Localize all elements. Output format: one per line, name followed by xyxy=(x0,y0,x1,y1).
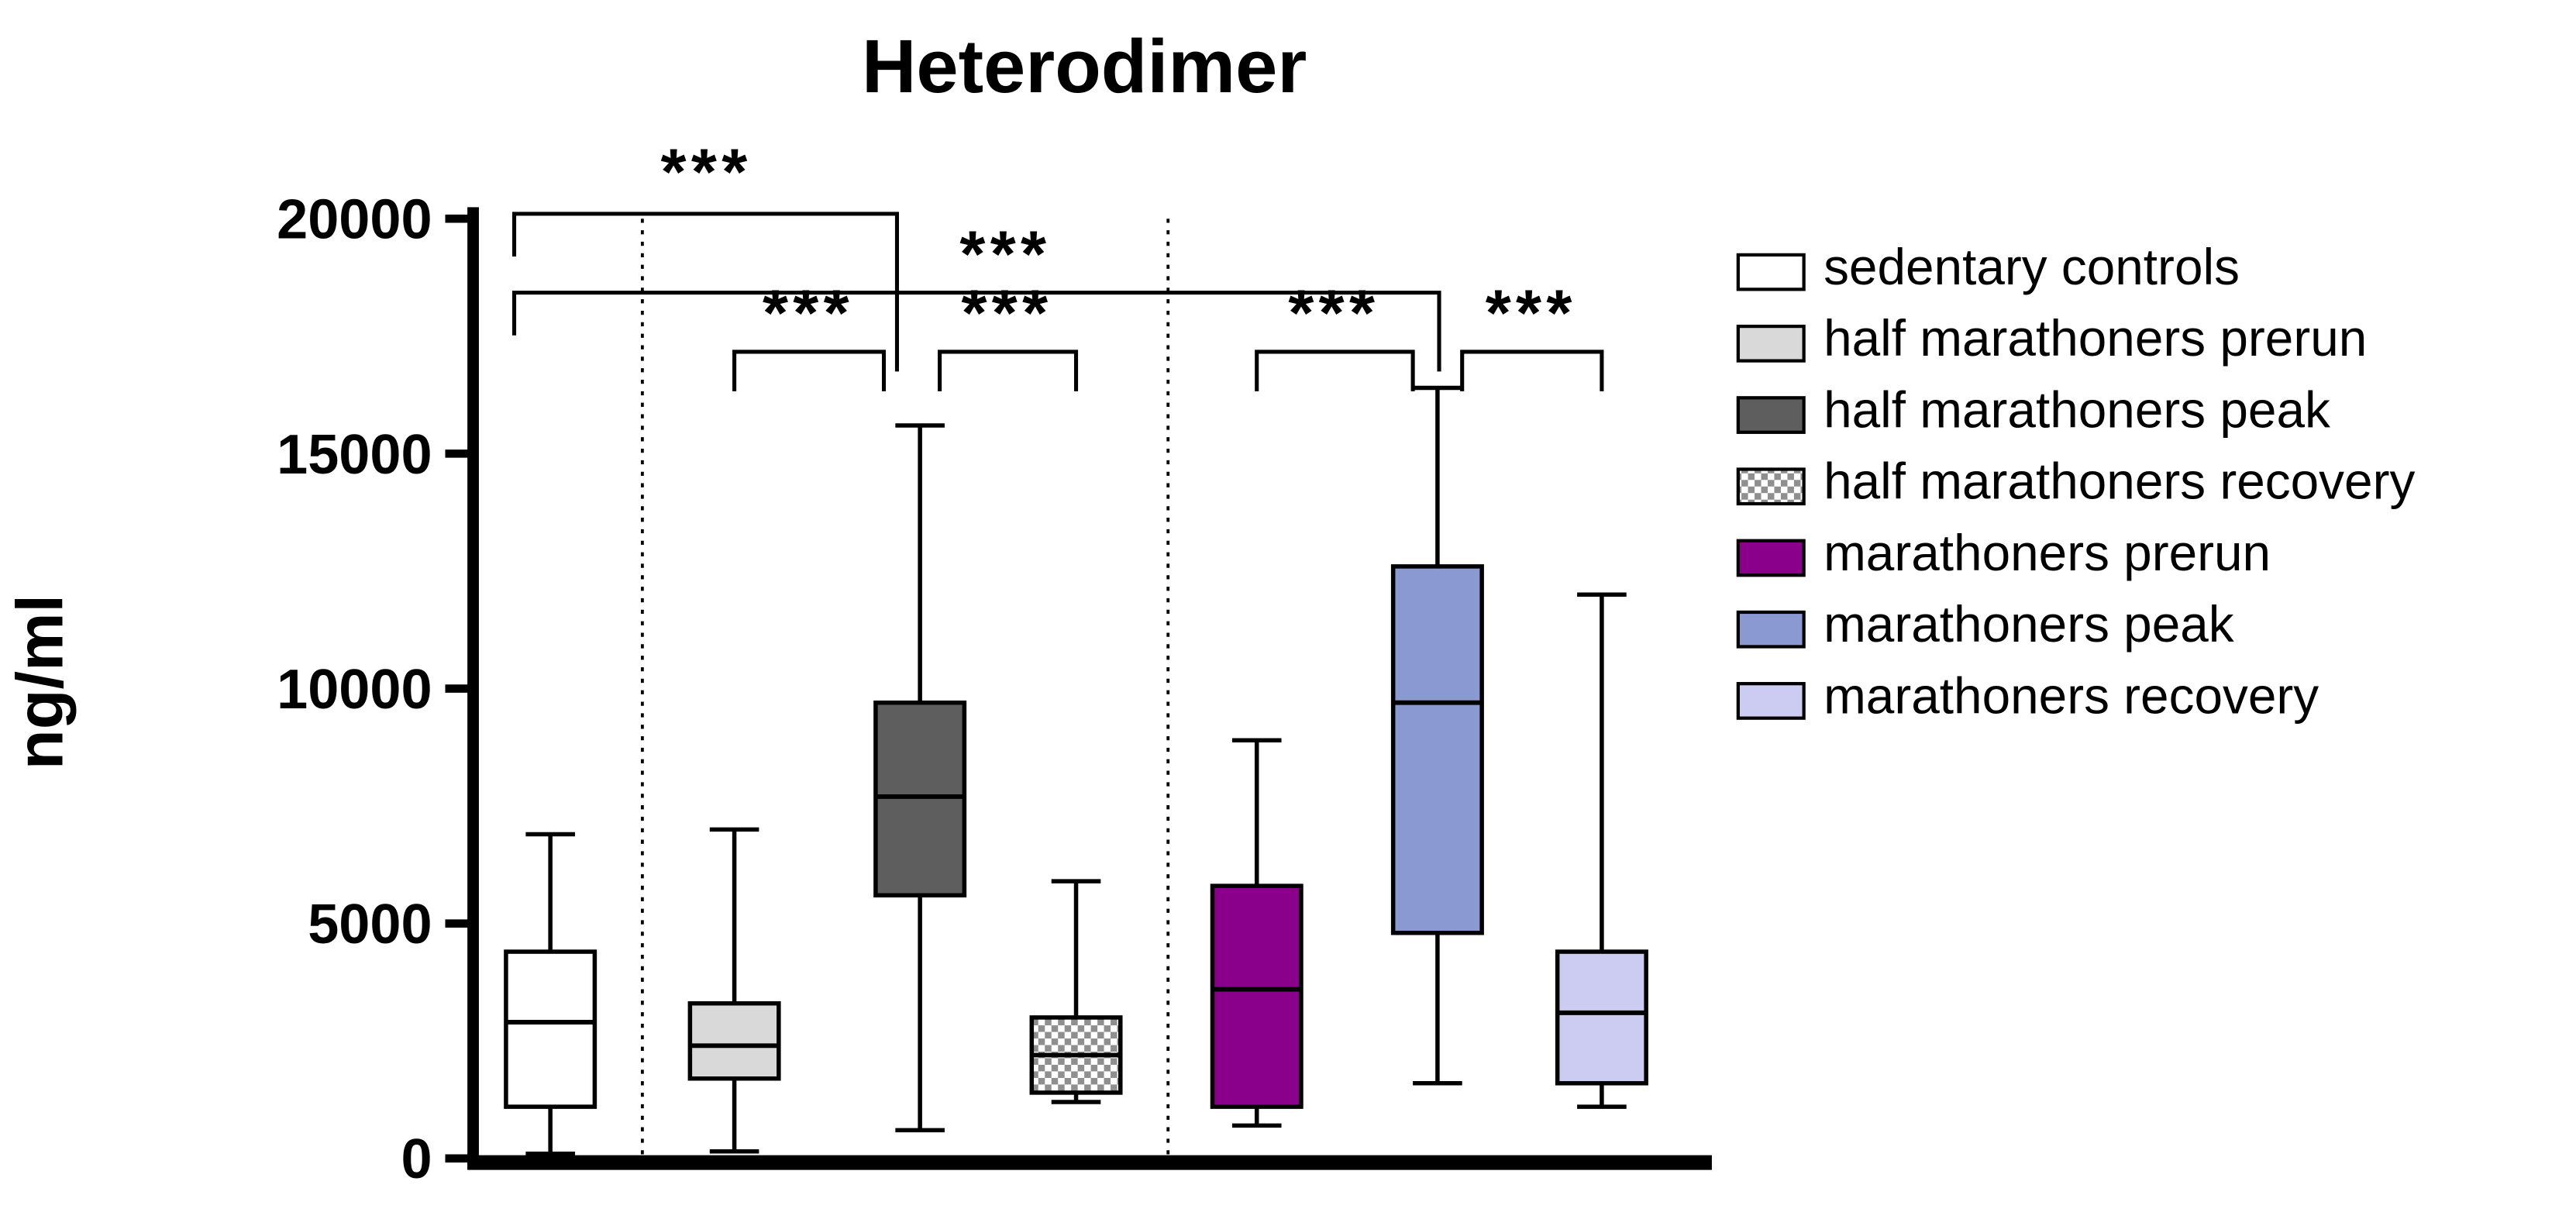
axes: 0 5000 10000 15000 20000 xyxy=(277,189,1712,1190)
legend-item: marathoners peak xyxy=(1736,596,2234,653)
legend-label: half marathoners peak xyxy=(1824,381,2330,438)
y-tick-label: 5000 xyxy=(308,894,432,956)
legend-item: sedentary controls xyxy=(1736,239,2240,295)
significance-brackets: ********* *** *** *** xyxy=(511,134,1604,391)
legend-label: marathoners recovery xyxy=(1824,667,2319,724)
box-sedentary-controls xyxy=(504,832,598,1156)
sig-bracket xyxy=(511,291,1441,372)
y-tick-label: 0 xyxy=(401,1128,432,1190)
sig-stars: *** xyxy=(959,216,1051,290)
legend: sedentary controls half marathoners preru… xyxy=(1736,239,2415,724)
sig-bracket xyxy=(1460,350,1604,391)
sig-stars: *** xyxy=(661,134,752,208)
legend-swatch xyxy=(1736,539,1806,577)
sig-stars: *** xyxy=(1486,276,1577,350)
iqr-box xyxy=(687,1000,781,1081)
sig-bracket xyxy=(1255,350,1415,391)
iqr-box xyxy=(504,949,598,1109)
iqr-box xyxy=(1555,949,1648,1086)
box-marathoners-prerun xyxy=(1210,738,1303,1128)
box-half-marathoners-peak xyxy=(873,423,967,1133)
sig-stars: *** xyxy=(1288,276,1379,350)
chart-title: Heterodimer xyxy=(862,24,1307,108)
legend-swatch xyxy=(1736,396,1806,434)
legend-item: marathoners prerun xyxy=(1736,525,2271,581)
iqr-box xyxy=(1210,883,1303,1109)
iqr-box xyxy=(873,700,967,898)
y-axis-label: ng/ml xyxy=(3,594,77,770)
y-tick-label: 20000 xyxy=(277,189,432,251)
legend-swatch xyxy=(1736,324,1806,363)
legend-item: half marathoners peak xyxy=(1736,381,2330,438)
legend-item: half marathoners recovery xyxy=(1736,453,2415,510)
box-marathoners-recovery xyxy=(1555,592,1648,1109)
box-marathoners-peak xyxy=(1390,385,1484,1086)
legend-swatch xyxy=(1736,610,1806,649)
sig-stars: *** xyxy=(763,276,854,350)
legend-label: marathoners peak xyxy=(1824,596,2234,653)
sig-bracket xyxy=(938,350,1079,391)
legend-swatch xyxy=(1736,682,1806,720)
legend-swatch xyxy=(1736,467,1806,506)
legend-item: marathoners recovery xyxy=(1736,667,2319,724)
y-tick-label: 10000 xyxy=(277,659,432,721)
legend-label: half marathoners recovery xyxy=(1824,453,2415,510)
legend-swatch xyxy=(1736,253,1806,291)
boxes xyxy=(504,385,1648,1156)
iqr-box xyxy=(1390,564,1484,935)
legend-item: half marathoners prerun xyxy=(1736,310,2367,367)
sig-bracket xyxy=(732,350,887,391)
box-half-marathoners-prerun xyxy=(687,827,781,1154)
legend-label: half marathoners prerun xyxy=(1824,310,2367,367)
box-half-marathoners-recovery xyxy=(1029,879,1123,1104)
legend-label: sedentary controls xyxy=(1824,239,2240,295)
y-tick-label: 15000 xyxy=(277,424,432,486)
legend-label: marathoners prerun xyxy=(1824,525,2271,581)
sig-stars: *** xyxy=(961,276,1052,350)
